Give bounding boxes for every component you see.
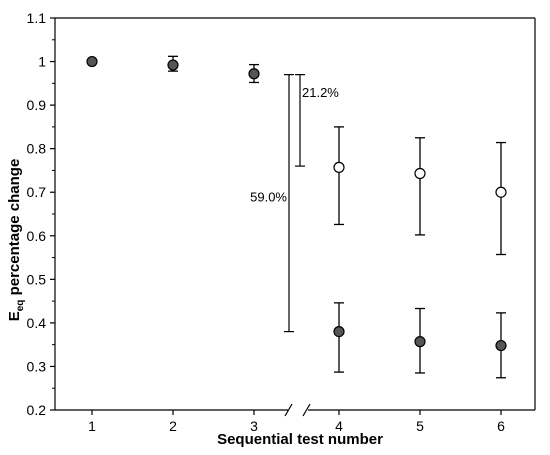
y-axis-label-main: E [6,311,23,321]
bracket-label: 59.0% [250,190,287,205]
filled-data-point [167,59,179,71]
y-tick-label: 0.5 [27,271,47,287]
y-axis-label-rest: percentage change [6,159,23,300]
y-tick-label: 0.3 [27,358,47,374]
x-tick-label: 2 [169,418,177,434]
y-tick-label: 1 [38,54,46,70]
filled-data-point [248,68,260,80]
x-tick-label: 1 [88,418,96,434]
y-axis-label: Eeq percentage change [6,159,26,322]
x-axis-label: Sequential test number [217,431,383,448]
y-tick-label: 0.4 [27,315,47,331]
filled-data-point [86,55,98,68]
x-tick-label: 6 [497,418,505,434]
open-data-point [495,186,507,198]
bracket-label: 21.2% [302,85,339,100]
axis-break-mark [302,403,311,417]
y-tick-label: 0.6 [27,228,47,244]
open-data-point [414,167,426,180]
y-tick-label: 0.7 [27,184,47,200]
data-marks [86,55,507,379]
filled-data-point [414,336,426,348]
x-tick-label: 5 [416,418,424,434]
filled-data-point [495,339,507,352]
axes: 0.2 0.3 0.4 0.5 0.6 0.7 0.8 0.9 1 1.1 1 2 3 4 5 6 [27,10,536,434]
open-data-point [333,161,345,173]
x-tick-label: 4 [335,418,343,434]
x-tick-label: 3 [250,418,258,434]
y-axis-label-subscript: eq [15,300,26,312]
y-tick-label: 1.1 [27,10,47,26]
filled-data-point [333,326,345,338]
annotations: 21.2% 59.0% [250,74,339,333]
y-tick-label: 0.2 [27,402,47,418]
axis-break-mark [284,403,293,417]
y-tick-label: 0.9 [27,97,47,113]
y-tick-label: 0.8 [27,141,47,157]
